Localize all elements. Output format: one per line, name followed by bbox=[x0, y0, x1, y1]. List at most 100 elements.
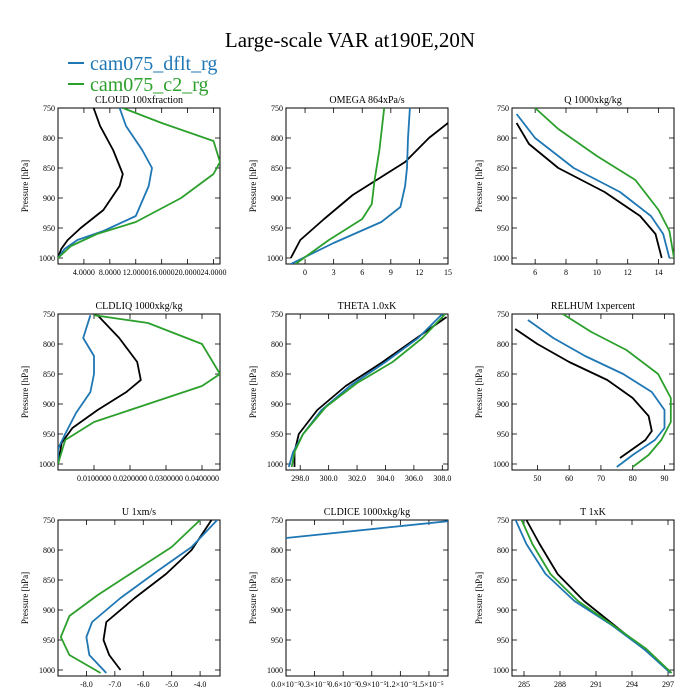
y-tick-label: 850 bbox=[43, 164, 55, 173]
series-line-cam075-dflt-rg bbox=[290, 108, 411, 264]
y-axis-label: Pressure [hPa] bbox=[248, 160, 258, 212]
y-axis-label: Pressure [hPa] bbox=[474, 160, 484, 212]
x-tick-label: 24.0000 bbox=[201, 268, 227, 277]
legend-item-dflt: cam075_dflt_rg bbox=[68, 53, 217, 76]
x-tick-label: 288 bbox=[554, 680, 566, 689]
y-tick-label: 900 bbox=[497, 194, 509, 203]
x-tick-label: 12 bbox=[415, 268, 423, 277]
series-line-black bbox=[58, 314, 142, 465]
y-tick-label: 750 bbox=[497, 310, 509, 319]
x-tick-label: 297 bbox=[662, 680, 674, 689]
series-line-black bbox=[515, 122, 663, 259]
y-tick-label: 950 bbox=[271, 224, 283, 233]
series-line-cam075-dflt-rg bbox=[527, 319, 666, 468]
y-tick-label: 750 bbox=[271, 310, 283, 319]
y-tick-label: 800 bbox=[271, 340, 283, 349]
x-tick-label: 80 bbox=[629, 474, 637, 483]
x-tick-label: 16.0000 bbox=[149, 268, 175, 277]
y-tick-label: 850 bbox=[271, 576, 283, 585]
x-tick-label: 0.0400000 bbox=[185, 474, 219, 483]
y-tick-label: 750 bbox=[271, 516, 283, 525]
y-tick-label: 1000 bbox=[267, 666, 283, 675]
x-tick-label: 0.0×10⁻⁵ bbox=[271, 680, 301, 689]
x-tick-label: -5.0 bbox=[165, 680, 178, 689]
panel-7: CLDICE 1000xkg/kg Pressure [hPa] 750 800 850… bbox=[248, 507, 449, 689]
y-tick-label: 800 bbox=[271, 546, 283, 555]
y-tick-label: 950 bbox=[497, 224, 509, 233]
series-line-cam075-dflt-rg bbox=[514, 520, 672, 674]
panel-8: T 1xK Pressure [hPa] 750 800 850 900 950 1000 28… bbox=[474, 507, 675, 689]
y-tick-label: 850 bbox=[43, 370, 55, 379]
x-tick-label: 3 bbox=[332, 268, 336, 277]
panel-frame bbox=[57, 519, 221, 677]
panel-frame bbox=[511, 519, 675, 677]
x-tick-label: 20.0000 bbox=[175, 268, 201, 277]
panel-title: CLDICE 1000xkg/kg bbox=[324, 507, 410, 518]
panel-title: U 1xm/s bbox=[122, 507, 156, 518]
series-line-cam075-c2-rg bbox=[562, 314, 672, 468]
y-tick-label: 750 bbox=[43, 516, 55, 525]
y-axis-label: Pressure [hPa] bbox=[474, 366, 484, 418]
x-tick-label: 8.0000 bbox=[99, 268, 121, 277]
y-tick-label: 850 bbox=[271, 370, 283, 379]
panel-3: CLDLIQ 1000xkg/kg Pressure [hPa] 750 800 850… bbox=[20, 301, 221, 483]
x-tick-label: 15 bbox=[444, 268, 452, 277]
y-tick-label: 750 bbox=[43, 310, 55, 319]
series-line-cam075-dflt-rg bbox=[58, 108, 153, 259]
x-tick-label: 9 bbox=[389, 268, 393, 277]
x-tick-label: 302.0 bbox=[348, 474, 366, 483]
y-tick-label: 1000 bbox=[493, 460, 509, 469]
panel-frame bbox=[285, 519, 449, 677]
series-line-cam075-dflt-rg bbox=[85, 520, 218, 674]
x-tick-label: -7.0 bbox=[109, 680, 122, 689]
x-tick-label: 308.0 bbox=[433, 474, 451, 483]
panel-0: CLOUD 100xfraction Pressure [hPa] 750 800 85… bbox=[20, 95, 227, 277]
x-tick-label: 0.9×10⁻⁵ bbox=[357, 680, 387, 689]
y-tick-label: 950 bbox=[43, 430, 55, 439]
y-axis-label: Pressure [hPa] bbox=[474, 572, 484, 624]
series-line-cam075-dflt-rg bbox=[58, 314, 95, 464]
x-tick-label: 0.3×10⁻⁵ bbox=[300, 680, 330, 689]
panel-2: Q 1000xkg/kg Pressure [hPa] 750 800 850 900 95… bbox=[474, 95, 675, 277]
x-tick-label: 10 bbox=[593, 268, 601, 277]
y-axis-label: Pressure [hPa] bbox=[20, 160, 30, 212]
y-tick-label: 850 bbox=[271, 164, 283, 173]
x-tick-label: 285 bbox=[518, 680, 530, 689]
y-tick-label: 1000 bbox=[493, 254, 509, 263]
x-tick-label: 0.0100000 bbox=[77, 474, 111, 483]
x-tick-label: 8 bbox=[564, 268, 568, 277]
y-tick-label: 800 bbox=[43, 546, 55, 555]
x-tick-label: 12 bbox=[624, 268, 632, 277]
panel-6: U 1xm/s Pressure [hPa] 750 800 850 900 950 1000… bbox=[20, 507, 221, 689]
y-tick-label: 1000 bbox=[267, 460, 283, 469]
panel-title: CLDLIQ 1000xkg/kg bbox=[96, 301, 183, 312]
y-tick-label: 850 bbox=[497, 576, 509, 585]
y-tick-label: 800 bbox=[43, 340, 55, 349]
y-tick-label: 750 bbox=[497, 516, 509, 525]
x-tick-label: 300.0 bbox=[320, 474, 338, 483]
series-line-cam075-dflt-rg bbox=[287, 314, 443, 468]
y-tick-label: 900 bbox=[271, 194, 283, 203]
series-line-cam075-c2-rg bbox=[58, 314, 220, 465]
series-line-black bbox=[514, 328, 653, 459]
x-tick-label: 294 bbox=[626, 680, 638, 689]
y-tick-label: 800 bbox=[497, 546, 509, 555]
y-tick-label: 800 bbox=[271, 134, 283, 143]
x-tick-label: 6 bbox=[533, 268, 537, 277]
legend-label-c2: cam075_c2_rg bbox=[90, 74, 209, 96]
y-tick-label: 800 bbox=[43, 134, 55, 143]
series-line-cam075-c2-rg bbox=[294, 108, 386, 264]
y-tick-label: 950 bbox=[497, 430, 509, 439]
x-tick-label: 60 bbox=[565, 474, 573, 483]
panel-1: OMEGA 864xPa/s Pressure [hPa] 750 800 850 900… bbox=[248, 95, 452, 277]
x-tick-label: 12.0000 bbox=[123, 268, 149, 277]
figure-title: Large-scale VAR at190E,20N bbox=[224, 28, 476, 52]
x-tick-label: 0.0200000 bbox=[113, 474, 147, 483]
legend-label-dflt: cam075_dflt_rg bbox=[90, 53, 218, 75]
panel-title: CLOUD 100xfraction bbox=[95, 95, 183, 106]
y-tick-label: 950 bbox=[497, 636, 509, 645]
y-tick-label: 800 bbox=[497, 340, 509, 349]
y-axis-label: Pressure [hPa] bbox=[248, 366, 258, 418]
panel-title: Q 1000xkg/kg bbox=[564, 95, 622, 106]
y-tick-label: 1000 bbox=[39, 254, 55, 263]
